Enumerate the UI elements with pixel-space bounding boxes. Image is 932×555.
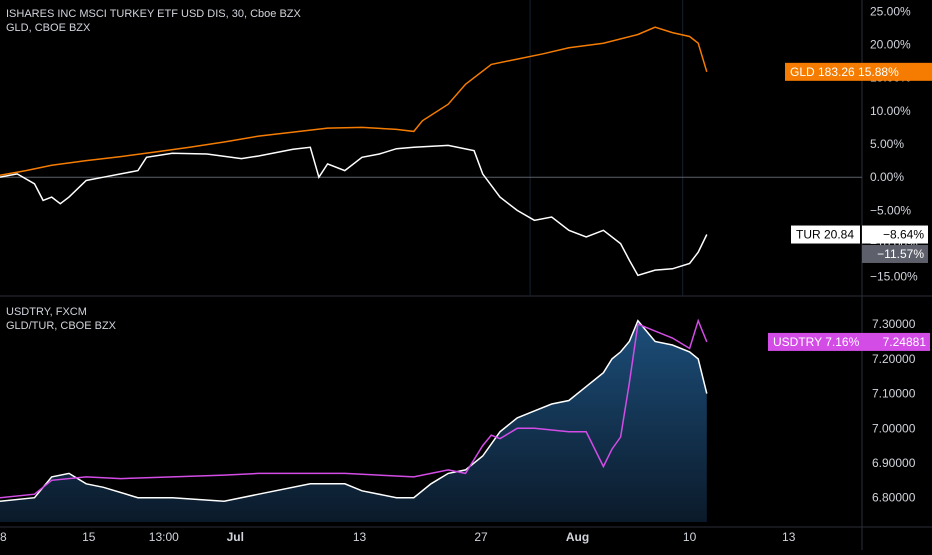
xtick-label: 10 bbox=[683, 530, 697, 544]
pane2-ytick-label: 6.80000 bbox=[872, 491, 916, 505]
pane2-title: USDTRY, FXCM bbox=[6, 306, 87, 318]
pane2-ytick-label: 7.00000 bbox=[872, 421, 916, 435]
pane1-ytick-label: 10.00% bbox=[870, 104, 911, 118]
pane2-subtitle: GLD/TUR, CBOE BZX bbox=[6, 320, 117, 332]
xtick-label: 15 bbox=[82, 530, 96, 544]
usdtry-series-line bbox=[0, 318, 708, 499]
pane1-subtitle: GLD, CBOE BZX bbox=[6, 22, 91, 34]
tur-pct-badge-text: −8.64% bbox=[883, 228, 924, 242]
pane1-ytick-label: −15.00% bbox=[870, 270, 918, 284]
ratio-area-fill bbox=[0, 320, 707, 522]
pane2-ytick-label: 7.30000 bbox=[872, 317, 916, 331]
xtick-label: 13 bbox=[782, 530, 796, 544]
usdtry-value-badge-text: 7.24881 bbox=[883, 335, 927, 349]
xtick-label: 13:00 bbox=[149, 530, 179, 544]
xtick-label: Jul bbox=[227, 530, 244, 544]
grey-pct-badge-bg bbox=[862, 244, 928, 263]
xtick-label: 27 bbox=[474, 530, 488, 544]
pane1-ytick-label: 0.00% bbox=[870, 170, 904, 184]
pane2-ytick-label: 7.20000 bbox=[872, 352, 916, 366]
pane1-ytick-label: 25.00% bbox=[870, 4, 911, 18]
usdtry-value-badge-bg bbox=[862, 332, 930, 351]
grey-pct-badge-text: −11.57% bbox=[877, 247, 924, 261]
pane2-ytick-label: 7.10000 bbox=[872, 387, 916, 401]
pane1-ytick-label: 20.00% bbox=[870, 38, 911, 52]
pane1-title: ISHARES INC MSCI TURKEY ETF USD DIS, 30,… bbox=[6, 8, 301, 20]
gld-badge-bg bbox=[785, 62, 932, 81]
usdtry-label-badge-bg bbox=[768, 332, 862, 351]
gld-badge-text: GLD 183.26 15.88% bbox=[790, 65, 899, 79]
pane1-ytick-label: 5.00% bbox=[870, 137, 904, 151]
tur-series-line bbox=[0, 144, 708, 277]
tur-pct-badge-bg bbox=[862, 225, 928, 244]
tur-label-badge-bg bbox=[791, 225, 860, 244]
xtick-label: Aug bbox=[566, 530, 589, 544]
xtick-label: 8 bbox=[0, 530, 7, 544]
ratio-series-line bbox=[0, 319, 708, 502]
tur-label-badge-text: TUR 20.84 bbox=[796, 228, 854, 242]
usdtry-label-badge-text: USDTRY 7.16% bbox=[773, 335, 860, 349]
pane2-ytick-label: 6.90000 bbox=[872, 456, 916, 470]
pane1-ytick-label: −5.00% bbox=[870, 203, 911, 217]
xtick-label: 13 bbox=[353, 530, 367, 544]
gld-series-line bbox=[0, 26, 708, 176]
